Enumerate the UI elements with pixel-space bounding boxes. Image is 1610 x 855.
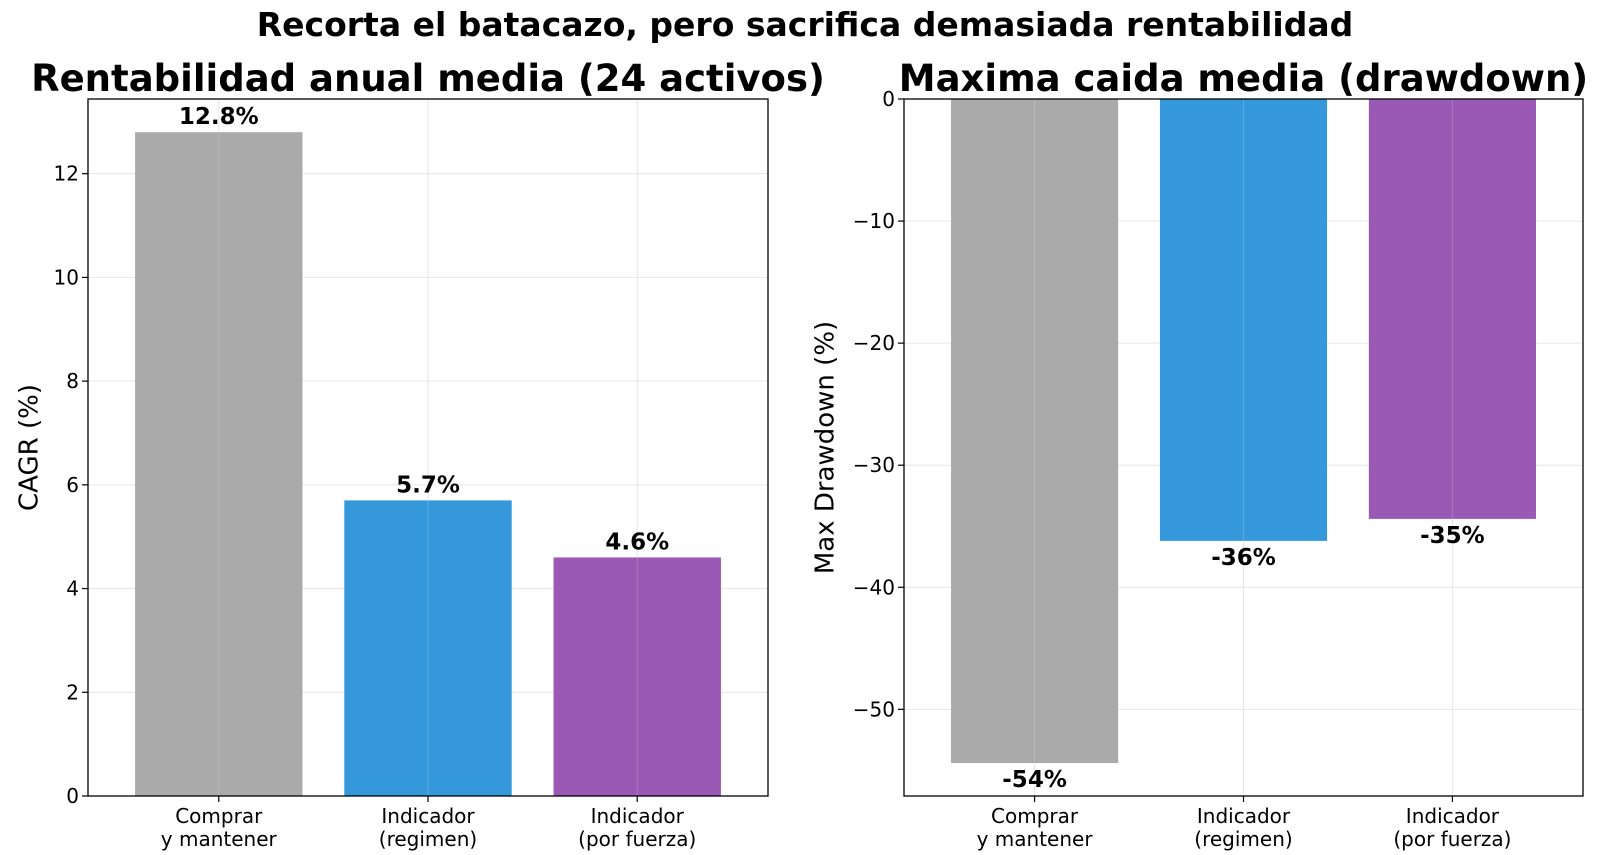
chart-title: Maxima caida media (drawdown) bbox=[899, 57, 1588, 100]
bar bbox=[344, 500, 512, 796]
x-tick-label: Comprar y mantener bbox=[161, 804, 278, 851]
x-tick-label: Indicador (regimen) bbox=[379, 804, 477, 851]
y-tick-label: 0 bbox=[882, 87, 895, 111]
right-chart-drawdown: -54% -36% -35% 0 −10 −20 −30 −40 −50 Comprar y man… bbox=[811, 57, 1589, 851]
data-label: -35% bbox=[1420, 523, 1485, 549]
x-tick-label: Indicador (regimen) bbox=[1194, 804, 1292, 851]
data-label: 12.8% bbox=[179, 104, 259, 130]
y-axis-label: CAGR (%) bbox=[15, 384, 45, 511]
data-label: -36% bbox=[1211, 545, 1276, 571]
bar bbox=[951, 99, 1119, 764]
data-label: -54% bbox=[1002, 767, 1067, 793]
x-tick-label: Indicador (por fuerza) bbox=[578, 804, 696, 851]
y-tick-label: −50 bbox=[853, 697, 895, 721]
y-tick-label: 6 bbox=[66, 473, 79, 497]
y-tick-label: 10 bbox=[54, 265, 79, 289]
y-tick-label: 4 bbox=[66, 577, 79, 601]
bar bbox=[135, 132, 303, 796]
x-tick-label: Indicador (por fuerza) bbox=[1393, 804, 1511, 851]
bar bbox=[1159, 99, 1328, 541]
x-tick-label: Comprar y mantener bbox=[977, 804, 1094, 851]
y-tick-label: −40 bbox=[853, 575, 895, 599]
y-axis-label: Max Drawdown (%) bbox=[811, 321, 841, 574]
left-chart-cagr: 12.8% 5.7% 4.6% 0 2 4 6 8 10 12 Comprar y mantener I… bbox=[15, 57, 825, 851]
y-tick-label: 0 bbox=[66, 784, 79, 808]
y-tick-label: 2 bbox=[66, 680, 79, 704]
y-tick-label: 8 bbox=[66, 369, 79, 393]
chart-title: Rentabilidad anual media (24 activos) bbox=[31, 57, 825, 100]
y-tick-label: −20 bbox=[853, 331, 895, 355]
y-tick-label: −30 bbox=[853, 453, 895, 477]
data-label: 5.7% bbox=[396, 472, 460, 498]
data-label: 4.6% bbox=[605, 529, 669, 555]
y-tick-label: 12 bbox=[54, 162, 79, 186]
bar bbox=[1368, 99, 1536, 519]
y-tick-label: −10 bbox=[853, 209, 895, 233]
bar bbox=[553, 557, 721, 796]
figure-suptitle: Recorta el batacazo, pero sacrifica dema… bbox=[257, 5, 1353, 44]
